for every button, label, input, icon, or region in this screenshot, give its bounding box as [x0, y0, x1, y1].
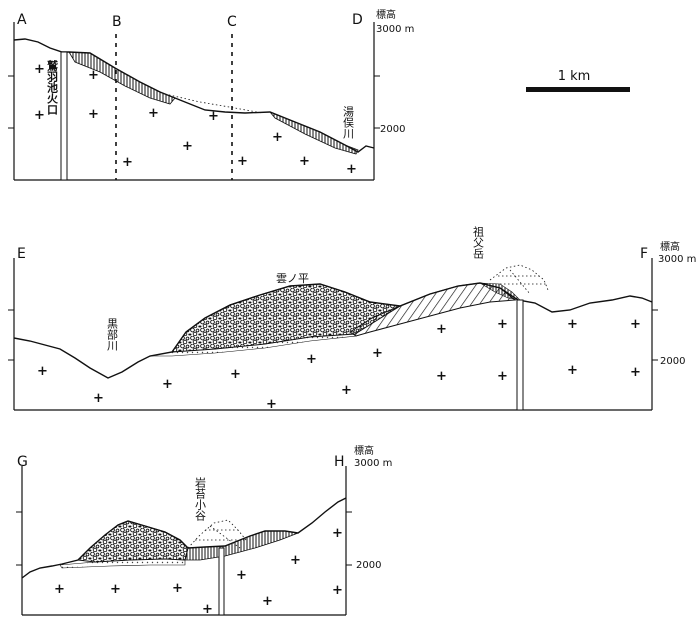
cross: + — [497, 317, 508, 332]
cross: + — [262, 594, 273, 609]
cross: + — [346, 162, 357, 177]
cross: + — [162, 377, 173, 392]
cross: + — [332, 526, 343, 541]
cross: + — [110, 582, 121, 597]
endpoint-label-d: D — [352, 12, 363, 28]
hatched-deposit-ad — [68, 51, 176, 105]
cobble-lava-body-gh — [76, 520, 189, 563]
cross: + — [332, 583, 343, 598]
section-e-f: E F 標高 3000 m 2000 黒部川 雲ノ平 祖父岳 + + — [8, 225, 696, 412]
terrain-profile-ad — [13, 38, 375, 153]
endpoint-label-f: F — [640, 246, 648, 262]
dotted-surface-ad — [164, 93, 263, 114]
cross: + — [54, 582, 65, 597]
axis-title-ad: 標高 — [376, 8, 396, 21]
axis-2000-label-gh: 2000 — [356, 560, 381, 571]
cross: + — [88, 68, 99, 83]
river-label-ad: 湯俣川 — [342, 106, 355, 139]
axis-2000-label-ad: 2000 — [380, 124, 405, 135]
cross: + — [306, 352, 317, 367]
cross: + — [299, 154, 310, 169]
axis-title-ef: 標高 — [660, 240, 680, 253]
cross: + — [341, 383, 352, 398]
cross: + — [497, 369, 508, 384]
axis-top-label-ef: 3000 m — [658, 254, 696, 265]
dotted-former-summit-gh — [187, 519, 247, 549]
vent-conduit-ad — [60, 51, 68, 181]
valley-label: 岩苔小谷 — [194, 476, 207, 522]
endpoint-label-b: B — [112, 14, 122, 30]
basement-crosses-gh: + + + + + + + + + — [54, 526, 343, 617]
cross: + — [182, 139, 193, 154]
cross: + — [272, 130, 283, 145]
cross: + — [436, 322, 447, 337]
cross: + — [148, 106, 159, 121]
endpoint-label-e: E — [17, 246, 26, 262]
axis-2000-label-ef: 2000 — [660, 356, 685, 367]
axis-title-gh: 標高 — [354, 444, 374, 457]
scale-label: 1 km — [558, 69, 591, 84]
terrain-profile-ef — [13, 282, 653, 379]
cross: + — [236, 568, 247, 583]
cross: + — [202, 602, 213, 617]
cross: + — [436, 369, 447, 384]
vent-conduit-gh — [218, 547, 225, 616]
cross: + — [630, 365, 641, 380]
cross: + — [122, 155, 133, 170]
scale-bar-line — [526, 87, 630, 92]
endpoint-label-h: H — [334, 454, 345, 470]
cross: + — [372, 346, 383, 361]
endpoint-label-g: G — [17, 454, 28, 470]
endpoint-label-a: A — [17, 12, 27, 28]
hatched-deposit-gh — [184, 530, 300, 561]
cross: + — [37, 364, 48, 379]
vent-label: 鷲羽池火口 — [46, 59, 59, 116]
terrain-profile-gh — [21, 497, 347, 579]
axis-top-label-gh: 3000 m — [354, 458, 392, 469]
cross: + — [230, 367, 241, 382]
plateau-label: 雲ノ平 — [276, 272, 309, 285]
axis-top-label-ad: 3000 m — [376, 24, 414, 35]
section-a-d: A B C D 標高 3000 m 2000 鷲羽池火口 湯俣川 + + — [8, 8, 414, 181]
dotted-former-summit-ef — [489, 264, 549, 295]
cross: + — [567, 363, 578, 378]
cross: + — [172, 581, 183, 596]
cross: + — [93, 391, 104, 406]
cross: + — [567, 317, 578, 332]
vent-conduit-ef — [516, 299, 524, 411]
peak-label: 祖父岳 — [472, 225, 485, 259]
scale-bar: 1 km — [526, 69, 630, 92]
cross: + — [88, 107, 99, 122]
cross: + — [34, 62, 45, 77]
cross: + — [630, 317, 641, 332]
basement-crosses-ad: + + + + + + + + + + + + — [34, 62, 357, 177]
cross: + — [208, 109, 219, 124]
cross: + — [266, 397, 277, 412]
basement-crosses-ef: + + + + + + + + + + + + + + + + — [37, 317, 641, 412]
section-g-h: G H 標高 3000 m 2000 岩苔小谷 + + + + + — [16, 444, 392, 617]
endpoint-label-c: C — [227, 14, 237, 30]
cross: + — [290, 553, 301, 568]
cross: + — [237, 154, 248, 169]
river-label-ef: 黒部川 — [106, 318, 119, 351]
cross: + — [34, 108, 45, 123]
